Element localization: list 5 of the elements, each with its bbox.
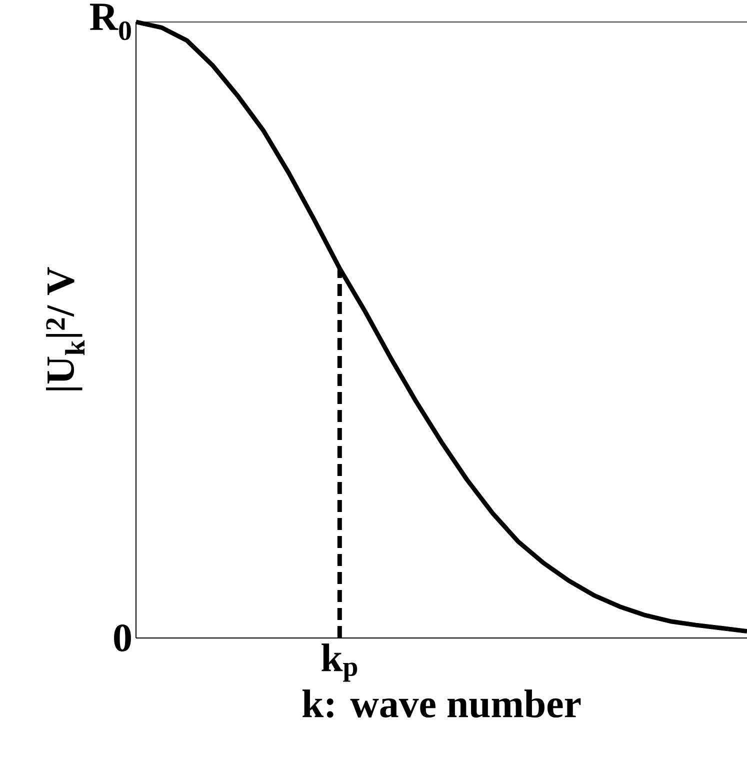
text: R$_{0}$ bbox=[90, 4, 131, 40]
annotation: k$_{p}$ bbox=[322, 644, 358, 682]
x-axis-title: k: wave number bbox=[302, 690, 581, 718]
text: 0 bbox=[114, 624, 131, 652]
y-axis-title: |U$_{k}$|$^{2}$/ V bbox=[46, 267, 84, 390]
